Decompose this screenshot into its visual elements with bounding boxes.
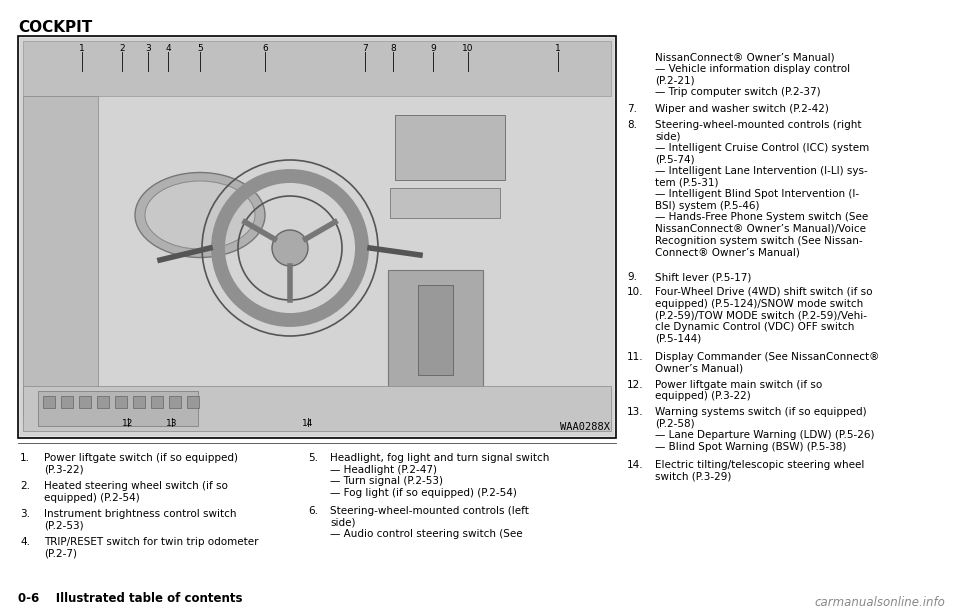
Text: 5.: 5. (308, 453, 318, 463)
FancyBboxPatch shape (23, 96, 98, 416)
Text: WAA0288X: WAA0288X (560, 422, 610, 432)
FancyBboxPatch shape (115, 396, 127, 408)
Text: 8.: 8. (627, 120, 637, 130)
Text: Steering-wheel-mounted controls (left
side)
— Audio control steering switch (See: Steering-wheel-mounted controls (left si… (330, 506, 529, 539)
Text: 12.: 12. (627, 379, 643, 389)
Text: 4: 4 (165, 44, 171, 53)
FancyBboxPatch shape (187, 396, 199, 408)
FancyBboxPatch shape (61, 396, 73, 408)
FancyBboxPatch shape (390, 188, 500, 218)
Text: COCKPIT: COCKPIT (18, 20, 92, 35)
Text: 13: 13 (166, 419, 178, 428)
Ellipse shape (145, 181, 255, 249)
Text: 7: 7 (362, 44, 368, 53)
Text: Steering-wheel-mounted controls (right
side)
— Intelligent Cruise Control (ICC) : Steering-wheel-mounted controls (right s… (655, 120, 869, 257)
Text: Instrument brightness control switch
(P.2-53): Instrument brightness control switch (P.… (44, 509, 236, 530)
Text: 10: 10 (463, 44, 473, 53)
Text: carmanualsonline.info: carmanualsonline.info (814, 596, 945, 609)
Text: 6: 6 (262, 44, 268, 53)
FancyBboxPatch shape (418, 285, 453, 375)
FancyBboxPatch shape (23, 386, 611, 431)
Text: 9: 9 (430, 44, 436, 53)
Text: 10.: 10. (627, 287, 643, 297)
Text: Power liftgate switch (if so equipped)
(P.3-22): Power liftgate switch (if so equipped) (… (44, 453, 238, 475)
Text: 2: 2 (119, 44, 125, 53)
Text: 3.: 3. (20, 509, 30, 519)
Text: Warning systems switch (if so equipped)
(P.2-58)
— Lane Departure Warning (LDW) : Warning systems switch (if so equipped) … (655, 407, 875, 452)
FancyBboxPatch shape (97, 396, 109, 408)
Text: 5: 5 (197, 44, 203, 53)
Text: Four-Wheel Drive (4WD) shift switch (if so
equipped) (P.5-124)/SNOW mode switch
: Four-Wheel Drive (4WD) shift switch (if … (655, 287, 873, 343)
Text: 14.: 14. (627, 459, 643, 469)
Text: 13.: 13. (627, 407, 643, 417)
FancyBboxPatch shape (395, 115, 505, 180)
FancyBboxPatch shape (18, 36, 616, 438)
Text: NissanConnect® Owner’s Manual)
— Vehicle information display control
(P.2-21)
— : NissanConnect® Owner’s Manual) — Vehicle… (655, 52, 851, 97)
Text: 11.: 11. (627, 352, 643, 362)
Text: 4.: 4. (20, 537, 30, 547)
Text: 1.: 1. (20, 453, 30, 463)
FancyBboxPatch shape (388, 270, 483, 400)
Text: 7.: 7. (627, 104, 637, 114)
Text: 9.: 9. (627, 272, 637, 282)
Text: Wiper and washer switch (P.2-42): Wiper and washer switch (P.2-42) (655, 104, 828, 114)
Text: 2.: 2. (20, 481, 30, 491)
Text: 12: 12 (122, 419, 133, 428)
Text: 0-6    Illustrated table of contents: 0-6 Illustrated table of contents (18, 592, 243, 605)
FancyBboxPatch shape (23, 41, 611, 96)
Text: Power liftgate main switch (if so
equipped) (P.3-22): Power liftgate main switch (if so equipp… (655, 379, 823, 401)
Text: Headlight, fog light and turn signal switch
— Headlight (P.2-47)
— Turn signal (: Headlight, fog light and turn signal swi… (330, 453, 549, 498)
FancyBboxPatch shape (169, 396, 181, 408)
Ellipse shape (135, 172, 265, 257)
FancyBboxPatch shape (151, 396, 163, 408)
Text: 14: 14 (302, 419, 314, 428)
Text: Shift lever (P.5-17): Shift lever (P.5-17) (655, 272, 752, 282)
Text: Electric tilting/telescopic steering wheel
switch (P.3-29): Electric tilting/telescopic steering whe… (655, 459, 864, 481)
Text: 1: 1 (555, 44, 561, 53)
Text: 8: 8 (390, 44, 396, 53)
Circle shape (272, 230, 308, 266)
Text: Heated steering wheel switch (if so
equipped) (P.2-54): Heated steering wheel switch (if so equi… (44, 481, 228, 503)
Text: 3: 3 (145, 44, 151, 53)
Text: Display Commander (See NissanConnect®
Owner’s Manual): Display Commander (See NissanConnect® Ow… (655, 352, 879, 373)
Text: 1: 1 (79, 44, 84, 53)
Text: TRIP/RESET switch for twin trip odometer
(P.2-7): TRIP/RESET switch for twin trip odometer… (44, 537, 258, 558)
Text: 6.: 6. (308, 506, 318, 516)
FancyBboxPatch shape (79, 396, 91, 408)
FancyBboxPatch shape (38, 391, 198, 426)
FancyBboxPatch shape (133, 396, 145, 408)
FancyBboxPatch shape (20, 38, 614, 436)
FancyBboxPatch shape (43, 396, 55, 408)
